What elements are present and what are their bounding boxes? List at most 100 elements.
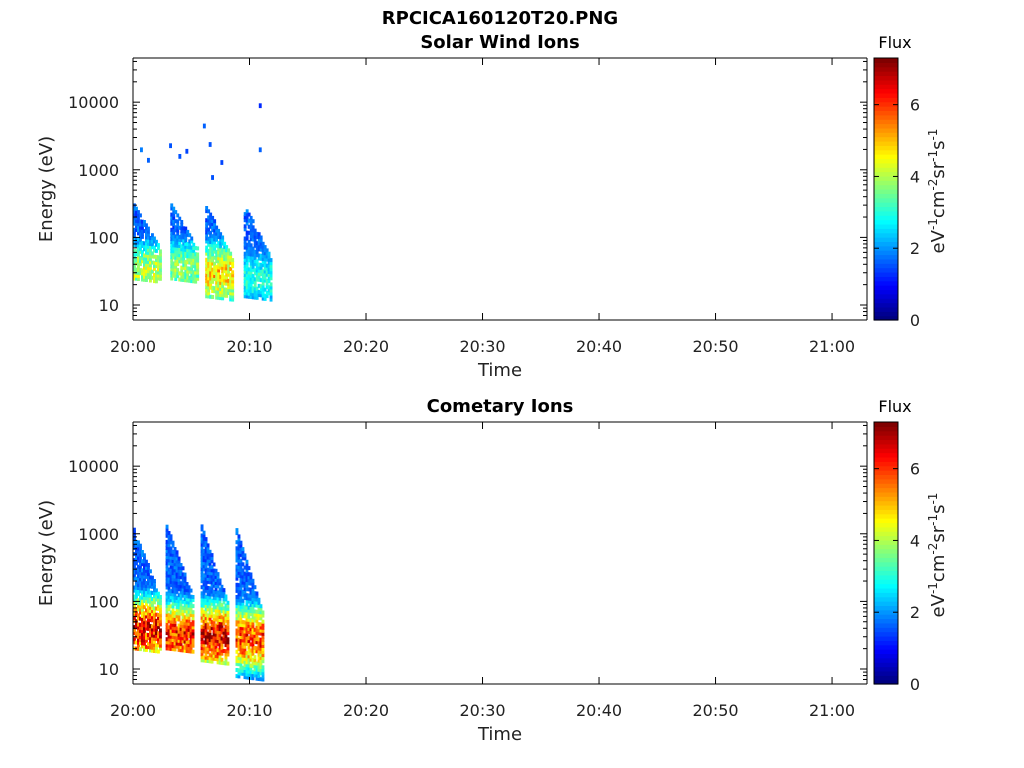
data-cell <box>235 655 239 660</box>
data-cell <box>174 277 178 281</box>
data-cell <box>213 243 217 248</box>
data-cell <box>137 219 140 224</box>
data-cell <box>157 273 160 278</box>
data-cell <box>137 625 140 630</box>
data-cell <box>133 221 136 226</box>
data-cell <box>251 578 255 583</box>
data-cell <box>186 272 190 277</box>
colorbar-swatch <box>874 426 898 432</box>
data-cell <box>169 589 173 594</box>
colorbar-swatch <box>874 548 898 554</box>
data-cell <box>224 649 228 654</box>
data-cell <box>247 645 251 650</box>
data-cell <box>216 614 220 619</box>
data-cell <box>257 643 261 648</box>
data-cell <box>143 586 146 591</box>
data-cell <box>245 221 249 226</box>
data-cell <box>169 576 173 581</box>
data-cell <box>251 249 255 254</box>
colorbar-swatch <box>874 570 898 576</box>
data-cell <box>231 297 235 302</box>
data-cell <box>208 561 212 566</box>
data-cell <box>183 603 187 608</box>
data-cell <box>165 552 169 556</box>
data-cell <box>177 629 181 634</box>
colorbar-label: eV-1cm-2sr-1s-1 <box>926 493 949 618</box>
data-cell <box>177 599 181 604</box>
data-cell <box>241 641 245 646</box>
data-cell <box>188 239 192 244</box>
data-cell <box>241 571 245 576</box>
data-cell <box>155 255 158 259</box>
x-tick-label: 20:20 <box>343 337 389 356</box>
data-cell <box>261 278 265 283</box>
data-cell <box>255 289 259 294</box>
data-cell <box>149 266 152 271</box>
data-cell <box>165 573 169 578</box>
data-cell <box>223 293 227 298</box>
data-cell <box>135 597 138 602</box>
data-cell <box>239 619 243 624</box>
data-cell <box>243 285 247 290</box>
data-cell <box>183 648 187 653</box>
data-cell <box>208 577 212 582</box>
data-cell <box>213 264 217 269</box>
data-cell <box>261 671 265 676</box>
data-cell <box>223 269 227 274</box>
data-cell <box>167 561 171 566</box>
data-cell <box>194 252 198 257</box>
data-cell <box>159 264 162 269</box>
data-cell <box>225 266 229 271</box>
data-cell <box>212 629 216 634</box>
data-cell <box>202 609 206 614</box>
data-cell <box>137 258 140 263</box>
data-cell <box>223 290 227 295</box>
data-cell <box>169 595 173 600</box>
data-cell <box>139 259 142 263</box>
data-cell <box>245 215 249 220</box>
data-cell <box>247 627 251 631</box>
data-cell <box>216 602 220 607</box>
data-point <box>208 142 212 147</box>
colorbar-swatch <box>874 237 898 242</box>
x-tick-label: 20:30 <box>459 701 505 720</box>
data-cell <box>217 280 221 285</box>
data-cell <box>219 250 223 255</box>
data-cell <box>149 633 152 638</box>
data-cell <box>247 267 251 272</box>
data-cell <box>245 605 249 610</box>
data-cell <box>241 635 245 640</box>
data-cell <box>200 536 204 541</box>
data-cell <box>202 628 206 633</box>
data-cell <box>214 571 218 576</box>
data-cell <box>269 282 273 287</box>
data-cell <box>176 256 180 260</box>
data-cell <box>157 597 160 602</box>
data-cell <box>213 222 217 227</box>
data-cell <box>155 634 158 638</box>
data-cell <box>261 656 265 661</box>
data-cell <box>247 599 251 604</box>
data-cell <box>261 637 265 642</box>
data-cell <box>135 237 138 242</box>
data-cell <box>239 568 243 573</box>
data-cell <box>217 268 221 273</box>
data-cell <box>247 575 251 580</box>
data-cell <box>191 595 195 599</box>
data-cell <box>133 243 136 247</box>
data-cell <box>237 616 241 621</box>
data-cell <box>186 242 190 246</box>
data-cell <box>157 255 160 260</box>
data-cell <box>247 243 251 248</box>
data-cell <box>170 227 174 232</box>
data-cell <box>212 647 216 652</box>
data-cell <box>155 239 158 244</box>
data-cell <box>202 619 206 623</box>
data-cell <box>169 592 173 597</box>
data-cell <box>137 264 140 269</box>
data-cell <box>141 629 144 634</box>
data-cell <box>202 600 206 605</box>
data-cell <box>205 230 209 235</box>
data-cell <box>175 595 179 600</box>
data-cell <box>206 552 210 557</box>
